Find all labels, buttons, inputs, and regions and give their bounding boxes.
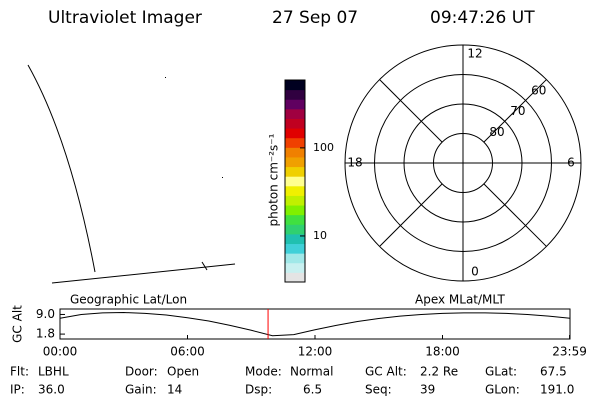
color-segment [285,118,305,129]
x-tick-label: 00:00 [43,345,78,359]
altitude-line [59,312,571,337]
colorbar-tick-label: 10 [313,229,327,242]
status-value: 14 [167,383,182,397]
colorbar-label: photon cm⁻²s⁻¹ [267,133,281,226]
coastline [51,263,236,284]
status-value: 39 [420,383,435,397]
status-value: 191.0 [540,383,574,397]
status-label: GLon: [485,383,520,397]
x-tick-label: 06:00 [170,345,205,359]
status-value: 67.5 [540,365,567,379]
status-value: LBHL [38,365,69,379]
status-label: Door: [125,365,158,379]
spoke [379,79,443,143]
color-segment [285,224,305,235]
color-segment [285,176,305,187]
status-label: Gain: [125,383,157,397]
mlt-label: 0 [471,265,479,279]
y-axis-label: GC Alt [11,305,25,343]
color-segment [285,108,305,119]
mlt-label: 18 [347,156,362,170]
color-segment [285,253,305,264]
color-segment [285,233,305,245]
mlt-label: 12 [467,47,482,61]
color-segment [285,166,305,177]
spoke [379,183,443,247]
color-segment [285,195,305,206]
strip-right-label: Apex MLat/MLT [415,293,505,307]
color-segment [285,156,305,168]
color-segment [285,272,305,283]
lat-label: 60 [531,83,546,97]
status-label: Mode: [245,365,282,379]
colorbar-frame [284,79,306,283]
mlt-label: 6 [567,156,575,170]
spoke [483,79,547,143]
map-dot [165,77,166,78]
status-value: 2.2 Re [420,365,458,379]
color-segment [285,99,305,110]
status-value: 36.0 [38,383,65,397]
date: 27 Sep 07 [272,8,358,28]
coastline [27,64,96,273]
title: Ultraviolet Imager [48,8,202,28]
status-label: Seq: [365,383,392,397]
coastline [201,261,208,271]
color-segment [285,147,305,158]
spoke [483,183,547,247]
colorbar-tick-label: 100 [313,141,334,154]
color-segment [285,205,305,216]
status-label: GLat: [485,365,517,379]
status-label: Dsp: [245,383,272,397]
lat-label: 80 [489,125,504,139]
x-tick-label: 18:00 [425,345,460,359]
strip-left-label: Geographic Lat/Lon [70,293,187,307]
time: 09:47:26 UT [430,8,535,28]
geographic-map [27,64,236,284]
x-tick-label: 23:59 [552,345,587,359]
color-segment [285,137,305,148]
color-segment [285,80,305,91]
status-value: Open [167,365,199,379]
status-label: GC Alt: [365,365,407,379]
color-segment [285,185,305,196]
status-value: Normal [290,365,333,379]
map-dot [222,177,223,178]
y-tick-label: 9.0 [36,307,55,321]
status-label: Flt: [10,365,29,379]
y-tick-label: 1.8 [36,327,55,341]
lat-label: 70 [510,104,525,118]
color-segment [285,243,305,254]
status-label: IP: [10,383,25,397]
color-segment [285,214,305,225]
color-segment [285,128,305,139]
x-tick-label: 12:00 [298,345,333,359]
color-segment [285,262,305,273]
status-value: 6.5 [303,383,322,397]
color-segment [285,89,305,100]
